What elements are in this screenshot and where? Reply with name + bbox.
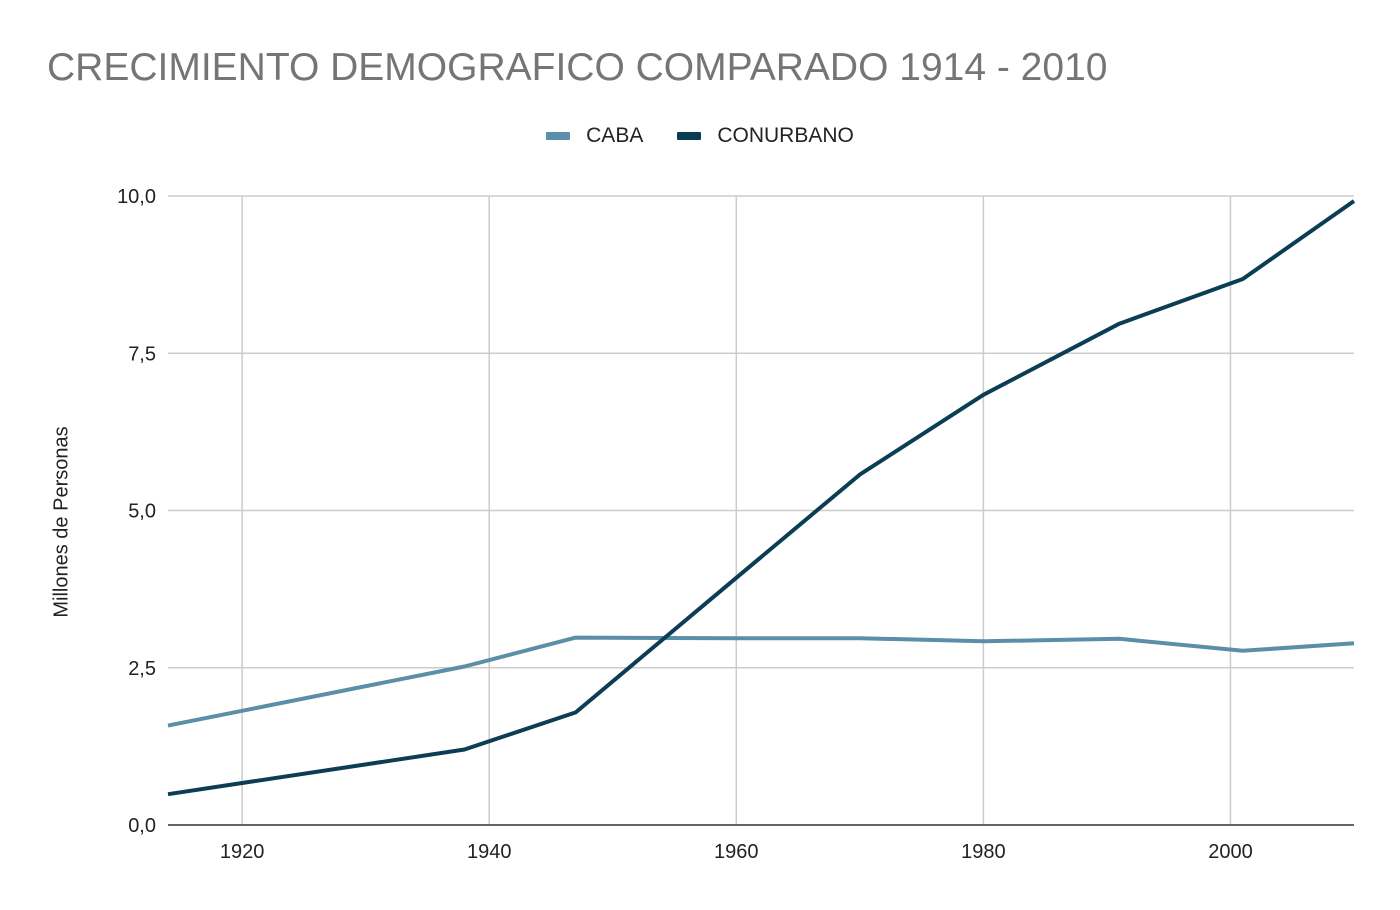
legend-label-conurbano: CONURBANO bbox=[717, 124, 854, 147]
y-tick-label: 7,5 bbox=[128, 343, 156, 365]
series-line-conurbano bbox=[167, 199, 1356, 797]
x-tick-label: 1980 bbox=[961, 841, 1006, 863]
legend-item-caba[interactable]: CABA bbox=[546, 124, 643, 148]
chart-legend: CABA CONURBANO bbox=[0, 124, 1400, 148]
chart-title: CRECIMIENTO DEMOGRAFICO COMPARADO 1914 -… bbox=[47, 46, 1108, 89]
legend-item-conurbano[interactable]: CONURBANO bbox=[677, 124, 854, 148]
y-tick-label: 10,0 bbox=[117, 186, 156, 208]
y-tick-label: 2,5 bbox=[128, 658, 156, 680]
x-tick-label: 1920 bbox=[220, 841, 265, 863]
legend-swatch-conurbano bbox=[677, 132, 702, 140]
x-tick-label: 1960 bbox=[714, 841, 759, 863]
legend-label-caba: CABA bbox=[586, 124, 644, 147]
legend-swatch-caba bbox=[546, 132, 571, 140]
series-line-caba bbox=[167, 635, 1355, 728]
y-tick-label: 0,0 bbox=[128, 815, 156, 837]
x-tick-label: 2000 bbox=[1208, 841, 1253, 863]
y-tick-label: 5,0 bbox=[128, 501, 156, 523]
x-tick-label: 1940 bbox=[467, 841, 512, 863]
